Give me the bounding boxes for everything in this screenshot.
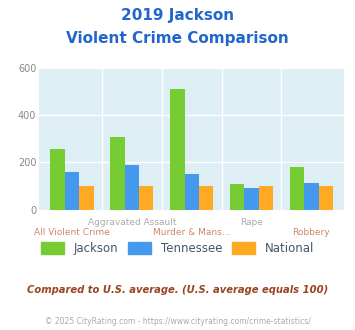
Text: Robbery: Robbery: [293, 228, 330, 237]
Bar: [110, 137, 125, 210]
Bar: [125, 165, 139, 210]
Bar: [259, 186, 273, 210]
Bar: [79, 186, 93, 210]
Bar: [170, 89, 185, 210]
Bar: [185, 174, 199, 210]
Bar: [290, 167, 304, 210]
Bar: [244, 187, 259, 210]
Text: Aggravated Assault: Aggravated Assault: [88, 218, 176, 227]
Bar: [318, 186, 333, 210]
Bar: [199, 186, 213, 210]
Legend: Jackson, Tennessee, National: Jackson, Tennessee, National: [36, 237, 319, 260]
Bar: [304, 183, 318, 210]
Text: © 2025 CityRating.com - https://www.cityrating.com/crime-statistics/: © 2025 CityRating.com - https://www.city…: [45, 317, 310, 326]
Text: Rape: Rape: [240, 218, 263, 227]
Bar: [230, 183, 244, 210]
Bar: [139, 186, 153, 210]
Bar: [65, 172, 79, 210]
Text: Violent Crime Comparison: Violent Crime Comparison: [66, 31, 289, 46]
Text: Compared to U.S. average. (U.S. average equals 100): Compared to U.S. average. (U.S. average …: [27, 285, 328, 295]
Text: Murder & Mans...: Murder & Mans...: [153, 228, 230, 237]
Bar: [50, 149, 65, 210]
Text: 2019 Jackson: 2019 Jackson: [121, 8, 234, 23]
Text: All Violent Crime: All Violent Crime: [34, 228, 110, 237]
